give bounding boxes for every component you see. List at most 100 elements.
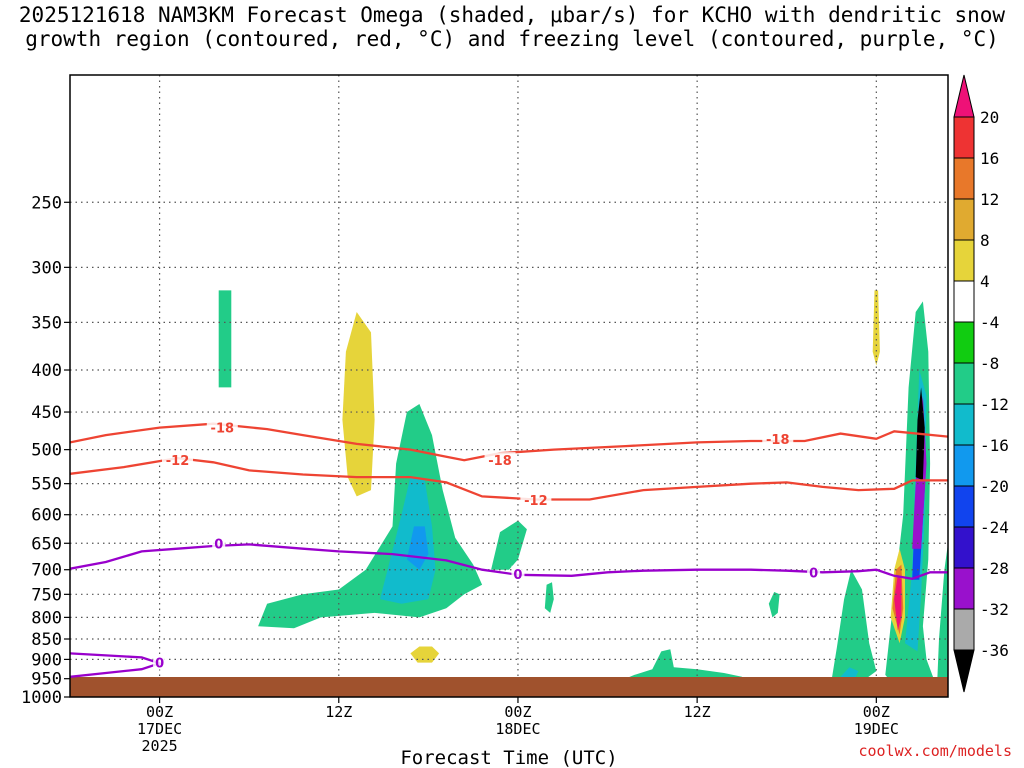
- colorbar-top-arrow: [953, 74, 975, 118]
- y-tick-label-700: 700: [31, 561, 62, 581]
- site-credit: coolwx.com/models: [858, 742, 1012, 760]
- omega-region-22: [937, 543, 948, 683]
- colorbar-label-11: -28: [980, 559, 1009, 578]
- colorbar-band-4: [953, 280, 975, 323]
- colorbar-band-0: [953, 116, 975, 159]
- colorbar-label-12: -32: [980, 600, 1009, 619]
- dgz-label-bg-0-2: [762, 430, 794, 446]
- x-tick-label-1-0: 12Z: [325, 703, 352, 721]
- x-tick-label-2-1: 18DEC: [495, 720, 540, 738]
- omega-region-32: [473, 477, 481, 515]
- omega-region-16: [872, 290, 880, 366]
- x-tick-label-0-1: 17DEC: [137, 720, 182, 738]
- gridlines: [70, 75, 948, 697]
- colorbar-band-10: [953, 526, 975, 569]
- colorbar-band-5: [953, 321, 975, 364]
- freezing-contour-label-1-0: 0: [155, 657, 164, 672]
- freezing-label-bg-0-0: [212, 535, 226, 551]
- y-tick-label-850: 850: [31, 630, 62, 650]
- plot-frame: [69, 74, 949, 698]
- colorbar-label-3: 8: [980, 231, 990, 250]
- omega-region-21: [831, 569, 877, 686]
- omega-region-24: [840, 667, 859, 679]
- freezing-label-bg-0-2: [807, 564, 821, 580]
- dgz-contour-label-0-2: -18: [766, 433, 790, 448]
- omega-region-3: [410, 646, 440, 663]
- omega-region-6: [406, 526, 429, 570]
- colorbar-band-1: [953, 157, 975, 200]
- dgz-label-bg-0-0: [206, 419, 238, 435]
- colorbar-label-2: 12: [980, 190, 999, 209]
- contour-labels: -18 -18 -18 -12 -12 0 0 0 0: [153, 419, 821, 672]
- omega-region-2: [331, 639, 474, 681]
- omega-region-17: [670, 223, 698, 388]
- omega-region-37: [733, 267, 746, 333]
- freezing-label-bg-0-1: [511, 565, 525, 581]
- omega-region-35: [509, 639, 518, 662]
- freezing-contour-label-0-2: 0: [809, 566, 818, 581]
- x-tick-label-2-0: 00Z: [504, 703, 531, 721]
- omega-region-19: [638, 370, 658, 464]
- colorbar-band-3: [953, 239, 975, 282]
- plot-area: [70, 75, 948, 697]
- omega-region-14: [858, 242, 886, 396]
- omega-region-8: [218, 290, 232, 388]
- dgz-contour-label-1-0: -12: [166, 454, 190, 469]
- colorbar-label-4: 4: [980, 272, 990, 291]
- colorbar-label-7: -12: [980, 395, 1009, 414]
- x-tick-label-4-0: 00Z: [863, 703, 890, 721]
- dgz-contour-label-0-1: -18: [488, 454, 512, 469]
- y-tick-label-350: 350: [31, 313, 62, 333]
- y-tick-label-1000: 1000: [21, 688, 62, 708]
- omega-region-1: [342, 312, 375, 497]
- freezing-contour-label-0-0: 0: [214, 537, 223, 552]
- y-tick-label-600: 600: [31, 506, 62, 526]
- freezing-label-bg-1-0: [153, 654, 167, 670]
- omega-region-10: [544, 582, 554, 613]
- colorbar-label-6: -8: [980, 354, 999, 373]
- colorbar-bottom-arrow: [953, 649, 975, 693]
- chart-title-line-1: 2025121618 NAM3KM Forecast Omega (shaded…: [19, 3, 1006, 27]
- colorbar-band-12: [953, 608, 975, 651]
- dgz-contour-label-1-1: -12: [524, 494, 548, 509]
- omega-region-15: [926, 202, 948, 491]
- colorbar-band-7: [953, 403, 975, 446]
- colorbar-band-8: [953, 444, 975, 487]
- omega-region-18: [580, 514, 603, 585]
- omega-region-5: [380, 477, 436, 604]
- x-tick-label-4-1: 19DEC: [854, 720, 899, 738]
- x-tick-label-3-0: 12Z: [684, 703, 711, 721]
- colorbar-band-11: [953, 567, 975, 610]
- y-tick-label-300: 300: [31, 258, 62, 278]
- colorbar-band-2: [953, 198, 975, 241]
- colorbar-label-5: -4: [980, 313, 999, 332]
- omega-region-31: [867, 559, 882, 585]
- y-tick-label-550: 550: [31, 475, 62, 495]
- omega-shading-layer: [150, 202, 948, 688]
- colorbar-band-9: [953, 485, 975, 528]
- colorbar-band-6: [953, 362, 975, 405]
- y-tick-label-750: 750: [31, 585, 62, 605]
- y-tick-label-400: 400: [31, 361, 62, 381]
- colorbar-label-0: 20: [980, 108, 999, 127]
- omega-region-34: [562, 387, 574, 450]
- y-tick-label-500: 500: [31, 441, 62, 461]
- chart-title-line-2: growth region (contoured, red, °C) and f…: [25, 27, 999, 51]
- omega-region-30: [894, 574, 902, 631]
- omega-region-36: [285, 301, 294, 352]
- y-tick-label-950: 950: [31, 670, 62, 690]
- colorbar: 20 16 12 8 4 -4 -8 -12 -16 -20 -24 -28 -32 -36: [953, 74, 1009, 693]
- colorbar-label-13: -36: [980, 641, 1009, 660]
- y-tick-label-800: 800: [31, 608, 62, 628]
- colorbar-label-9: -20: [980, 477, 1009, 496]
- x-axis-title: Forecast Time (UTC): [400, 747, 617, 768]
- y-tick-label-900: 900: [31, 650, 62, 670]
- omega-region-11: [616, 649, 751, 687]
- colorbar-label-8: -16: [980, 436, 1009, 455]
- dgz-label-bg-1-0: [162, 452, 194, 468]
- y-tick-label-450: 450: [31, 403, 62, 423]
- y-tick-label-250: 250: [31, 193, 62, 213]
- colorbar-label-1: 16: [980, 149, 999, 168]
- x-tick-label-0-2: 2025: [142, 737, 178, 755]
